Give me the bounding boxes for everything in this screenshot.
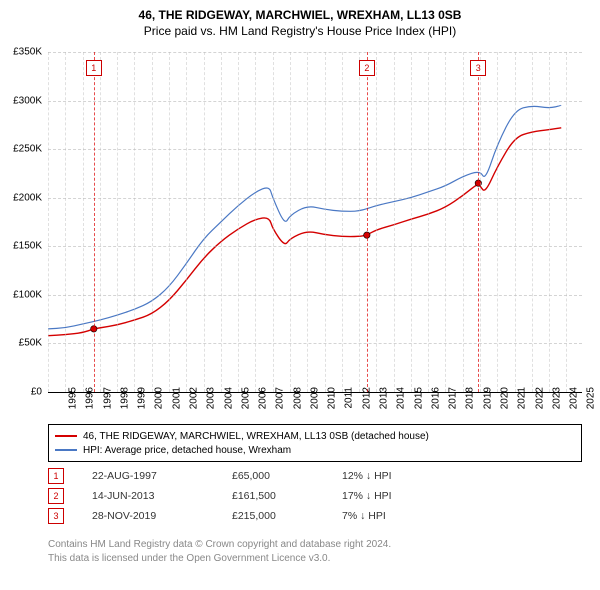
- event-marker-3: 3: [48, 508, 64, 524]
- footer-line2: This data is licensed under the Open Gov…: [48, 552, 391, 566]
- x-axis-label: 2010: [326, 387, 337, 409]
- title-subtitle: Price paid vs. HM Land Registry's House …: [0, 24, 600, 38]
- x-axis-label: 2000: [154, 387, 165, 409]
- x-axis-label: 2007: [275, 387, 286, 409]
- footer-attribution: Contains HM Land Registry data © Crown c…: [48, 538, 391, 565]
- y-axis-label: £100K: [0, 289, 42, 300]
- x-axis-label: 2008: [292, 387, 303, 409]
- event-row: 2 14-JUN-2013 £161,500 17% ↓ HPI: [48, 486, 582, 506]
- event-marker-1: 1: [48, 468, 64, 484]
- event-marker-2: 2: [48, 488, 64, 504]
- title-block: 46, THE RIDGEWAY, MARCHWIEL, WREXHAM, LL…: [0, 0, 600, 38]
- x-axis-label: 2003: [206, 387, 217, 409]
- legend-label-property: 46, THE RIDGEWAY, MARCHWIEL, WREXHAM, LL…: [83, 431, 429, 442]
- x-axis-label: 2022: [534, 387, 545, 409]
- legend-swatch-hpi: [55, 449, 77, 451]
- y-axis-label: £300K: [0, 95, 42, 106]
- x-axis-label: 2016: [430, 387, 441, 409]
- event-vline: [478, 52, 479, 392]
- series-line-property_price: [48, 128, 561, 336]
- event-date: 28-NOV-2019: [92, 510, 232, 522]
- page-root: 46, THE RIDGEWAY, MARCHWIEL, WREXHAM, LL…: [0, 0, 600, 590]
- event-price: £65,000: [232, 470, 342, 482]
- event-date: 14-JUN-2013: [92, 490, 232, 502]
- chart-svg: [48, 52, 582, 392]
- event-price: £161,500: [232, 490, 342, 502]
- x-axis-label: 1998: [119, 387, 130, 409]
- events-table: 1 22-AUG-1997 £65,000 12% ↓ HPI 2 14-JUN…: [48, 466, 582, 526]
- legend-swatch-property: [55, 435, 77, 437]
- event-price: £215,000: [232, 510, 342, 522]
- x-axis-label: 1995: [67, 387, 78, 409]
- y-axis-label: £50K: [0, 338, 42, 349]
- legend-label-hpi: HPI: Average price, detached house, Wrex…: [83, 445, 291, 456]
- x-axis-label: 2024: [568, 387, 579, 409]
- x-axis-label: 2005: [240, 387, 251, 409]
- event-row: 3 28-NOV-2019 £215,000 7% ↓ HPI: [48, 506, 582, 526]
- y-axis-label: £250K: [0, 144, 42, 155]
- x-axis-label: 1997: [102, 387, 113, 409]
- x-axis-label: 2014: [396, 387, 407, 409]
- x-axis-label: 2006: [257, 387, 268, 409]
- x-axis-label: 2002: [188, 387, 199, 409]
- x-axis-label: 2019: [482, 387, 493, 409]
- event-date: 22-AUG-1997: [92, 470, 232, 482]
- x-axis-label: 2017: [447, 387, 458, 409]
- event-delta: 17% ↓ HPI: [342, 490, 462, 502]
- x-axis-label: 2021: [517, 387, 528, 409]
- legend-row-property: 46, THE RIDGEWAY, MARCHWIEL, WREXHAM, LL…: [55, 429, 575, 443]
- x-axis-label: 2015: [413, 387, 424, 409]
- x-axis-label: 2009: [309, 387, 320, 409]
- event-vline: [367, 52, 368, 392]
- event-flag-3: 3: [470, 60, 486, 76]
- y-axis-label: £150K: [0, 241, 42, 252]
- chart-plot-area: £0£50K£100K£150K£200K£250K£300K£350K1995…: [48, 52, 582, 392]
- y-axis-label: £0: [0, 387, 42, 398]
- x-axis-label: 2013: [378, 387, 389, 409]
- x-axis-label: 2018: [465, 387, 476, 409]
- x-axis-label: 2023: [551, 387, 562, 409]
- title-address: 46, THE RIDGEWAY, MARCHWIEL, WREXHAM, LL…: [0, 8, 600, 22]
- x-axis-label: 2004: [223, 387, 234, 409]
- legend-row-hpi: HPI: Average price, detached house, Wrex…: [55, 443, 575, 457]
- event-vline: [94, 52, 95, 392]
- x-axis-label: 2020: [499, 387, 510, 409]
- x-axis-label: 2025: [586, 387, 597, 409]
- y-axis-label: £200K: [0, 192, 42, 203]
- x-axis-label: 1999: [136, 387, 147, 409]
- event-delta: 7% ↓ HPI: [342, 510, 462, 522]
- event-row: 1 22-AUG-1997 £65,000 12% ↓ HPI: [48, 466, 582, 486]
- x-axis-label: 2001: [171, 387, 182, 409]
- event-delta: 12% ↓ HPI: [342, 470, 462, 482]
- footer-line1: Contains HM Land Registry data © Crown c…: [48, 538, 391, 552]
- legend-box: 46, THE RIDGEWAY, MARCHWIEL, WREXHAM, LL…: [48, 424, 582, 462]
- x-axis-label: 2011: [343, 387, 354, 409]
- event-flag-1: 1: [86, 60, 102, 76]
- y-axis-label: £350K: [0, 47, 42, 58]
- event-flag-2: 2: [359, 60, 375, 76]
